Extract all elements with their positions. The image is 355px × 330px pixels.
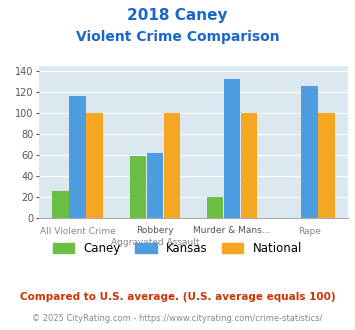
Bar	[130, 156, 146, 218]
Bar	[241, 113, 257, 218]
Text: Rape: Rape	[298, 227, 321, 236]
Bar	[86, 113, 103, 218]
Bar	[70, 96, 86, 218]
Bar	[224, 79, 240, 218]
Bar	[164, 113, 180, 218]
Bar	[147, 153, 163, 218]
Text: Violent Crime Comparison: Violent Crime Comparison	[76, 30, 279, 44]
Bar	[207, 197, 223, 218]
Text: All Violent Crime: All Violent Crime	[40, 227, 115, 236]
Text: © 2025 CityRating.com - https://www.cityrating.com/crime-statistics/: © 2025 CityRating.com - https://www.city…	[32, 314, 323, 323]
Text: 2018 Caney: 2018 Caney	[127, 8, 228, 23]
Bar	[301, 86, 317, 218]
Bar	[53, 191, 69, 218]
Text: Aggravated Assault: Aggravated Assault	[111, 238, 199, 247]
Legend: Caney, Kansas, National: Caney, Kansas, National	[48, 237, 307, 260]
Bar	[318, 113, 334, 218]
Text: Murder & Mans...: Murder & Mans...	[193, 226, 271, 235]
Text: Compared to U.S. average. (U.S. average equals 100): Compared to U.S. average. (U.S. average …	[20, 292, 335, 302]
Text: Robbery: Robbery	[136, 226, 174, 235]
